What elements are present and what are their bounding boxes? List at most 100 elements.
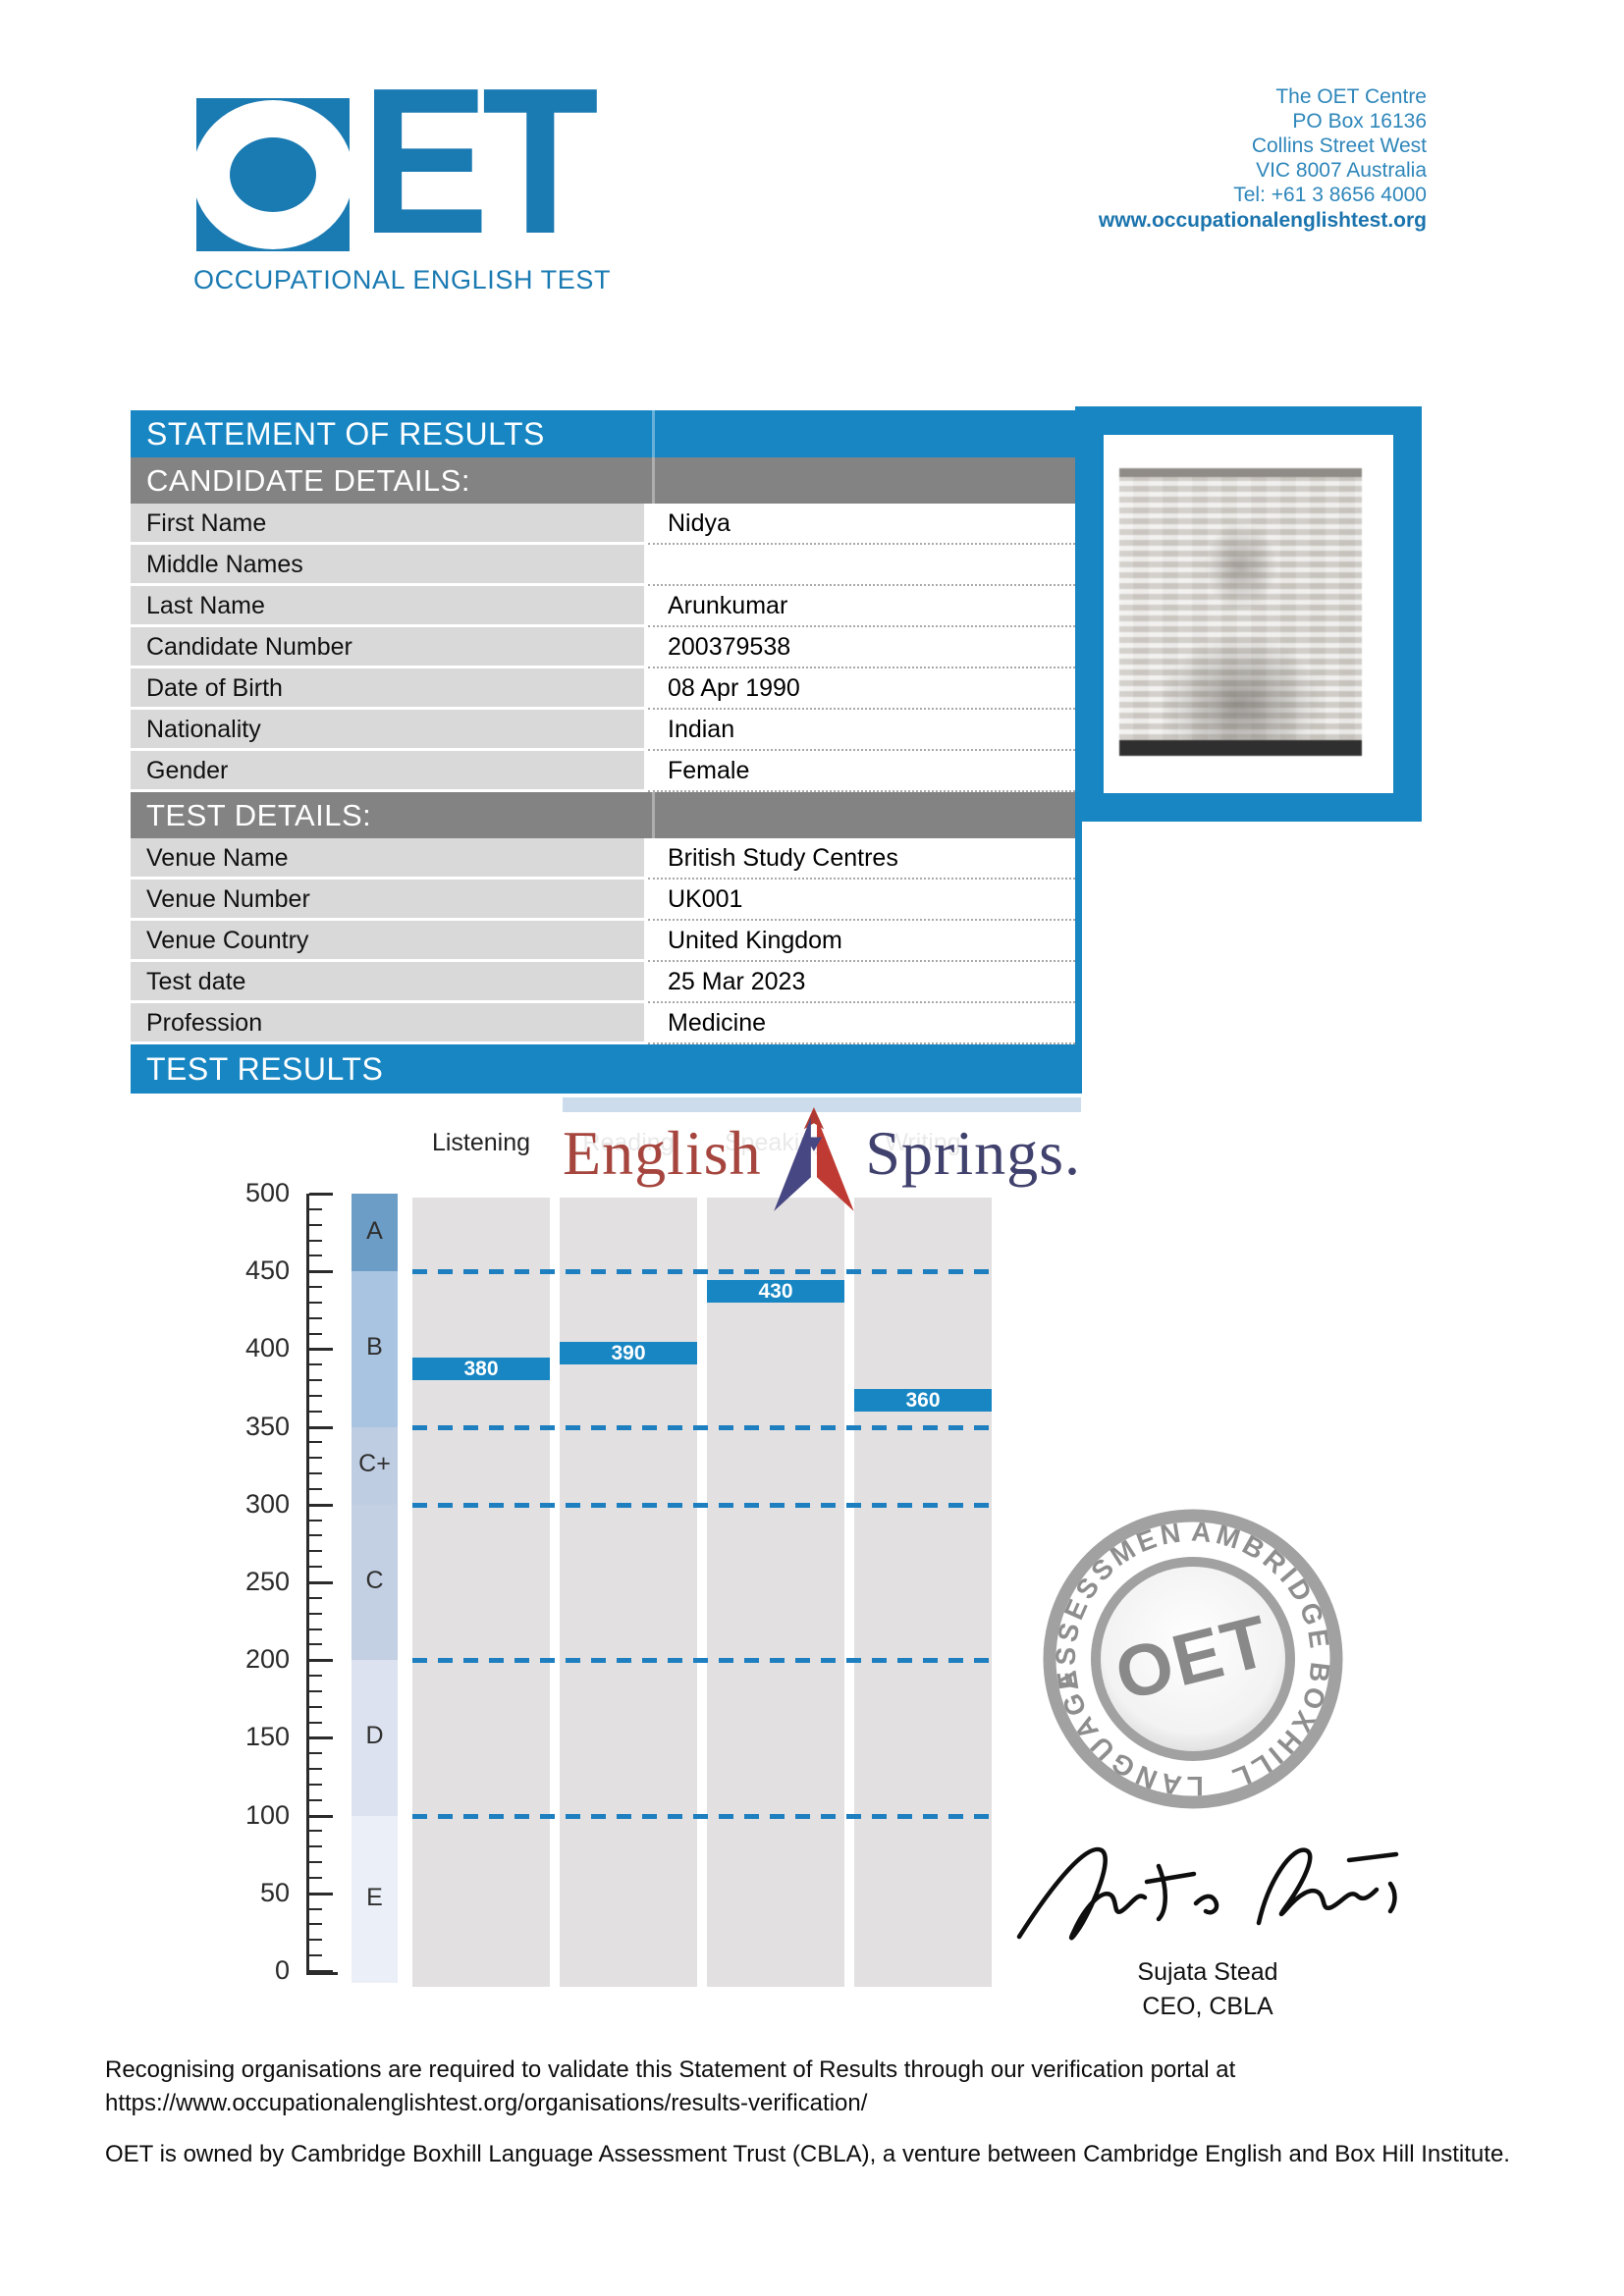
watermark-word-springs: Springs. <box>865 1117 1081 1188</box>
y-axis-major-tick <box>309 1503 333 1507</box>
grade-boundary-line-450 <box>412 1269 992 1275</box>
y-axis-minor-tick <box>309 1301 322 1304</box>
y-axis-tick-label: 500 <box>244 1178 290 1207</box>
chart-column-listening <box>412 1198 550 1987</box>
english-springs-logo-icon <box>773 1106 854 1211</box>
row-label: Venue Name <box>131 838 648 880</box>
grade-band-label: C+ <box>358 1450 391 1478</box>
y-axis-major-tick <box>309 1659 333 1663</box>
row-value: Medicine <box>648 1003 1075 1044</box>
test-details-rows: Venue Name British Study Centres Venue Num… <box>131 838 1075 1044</box>
table-row: Venue Country United Kingdom <box>131 921 1075 962</box>
y-axis-minor-tick <box>309 1410 322 1413</box>
chart-column-writing <box>854 1198 992 1987</box>
y-axis-minor-tick <box>309 1363 322 1366</box>
row-label: Venue Country <box>131 921 648 962</box>
address-line: Collins Street West <box>1251 134 1427 157</box>
y-axis-tick-label: 50 <box>259 1877 290 1907</box>
y-axis-tick-label: 0 <box>274 1955 290 1985</box>
grade-band-cplus: C+ <box>352 1426 398 1505</box>
table-row: First Name Nidya <box>131 504 1075 545</box>
y-axis-minor-tick <box>309 1752 322 1755</box>
test-results-header: TEST RESULTS <box>131 1044 1075 1094</box>
grade-band-label: D <box>365 1722 384 1750</box>
grade-boundary-line-300 <box>412 1502 992 1508</box>
grade-band-b: B <box>352 1271 398 1427</box>
y-axis-foot <box>306 1972 338 1975</box>
y-axis-major-tick <box>309 1892 333 1896</box>
english-springs-watermark: English Springs. <box>563 1097 1081 1211</box>
row-value: 25 Mar 2023 <box>648 962 1075 1003</box>
y-axis-minor-tick <box>309 1675 322 1678</box>
grade-band-label: E <box>366 1883 383 1911</box>
oet-logo-o-icon <box>192 100 353 249</box>
y-axis-minor-tick <box>309 1534 322 1537</box>
y-axis-minor-tick <box>309 1798 322 1801</box>
y-axis-major-tick <box>309 1736 333 1740</box>
table-row: Date of Birth 08 Apr 1990 <box>131 668 1075 710</box>
score-bar-speaking: 430 <box>707 1279 844 1303</box>
row-label: First Name <box>131 504 648 545</box>
y-axis-line <box>306 1194 309 1975</box>
address-line: VIC 8007 Australia <box>1256 159 1427 182</box>
grade-band-label: C <box>365 1567 384 1595</box>
grade-boundary-line-100 <box>412 1813 992 1819</box>
y-axis-major-tick <box>309 1270 333 1274</box>
oet-website-link[interactable]: www.occupationalenglishtest.org <box>1098 209 1427 232</box>
row-value: British Study Centres <box>648 838 1075 880</box>
verification-url[interactable]: https://www.occupationalenglishtest.org/… <box>105 2090 868 2116</box>
y-axis-minor-tick <box>309 1830 322 1833</box>
y-axis-minor-tick <box>309 1487 322 1490</box>
table-row: Venue Number UK001 <box>131 880 1075 921</box>
y-axis-minor-tick <box>309 1223 322 1226</box>
row-value: Indian <box>648 710 1075 751</box>
address-line: The OET Centre <box>1275 85 1427 108</box>
y-axis-minor-tick <box>309 1939 322 1942</box>
y-axis-tick-label: 400 <box>244 1333 290 1363</box>
row-label: Last Name <box>131 586 648 627</box>
table-row: Test date 25 Mar 2023 <box>131 962 1075 1003</box>
grade-band-label: B <box>366 1333 383 1362</box>
y-axis-minor-tick <box>309 1705 322 1708</box>
row-value <box>648 545 1075 586</box>
ownership-note: OET is owned by Cambridge Boxhill Langua… <box>105 2141 1510 2167</box>
oet-logo-et: ET <box>361 44 599 277</box>
test-details-header: TEST DETAILS: <box>131 792 1075 838</box>
results-table: STATEMENT OF RESULTS CANDIDATE DETAILS: … <box>131 410 1082 1094</box>
y-axis-minor-tick <box>309 1255 322 1257</box>
signatory-name: Sujata Stead <box>1137 1958 1278 1986</box>
y-axis-major-tick <box>309 1193 333 1196</box>
column-label-listening: Listening <box>431 1129 531 1156</box>
grade-band-c: C <box>352 1504 398 1661</box>
oet-address-block: The OET Centre PO Box 16136 Collins Street… <box>936 84 1427 233</box>
row-label: Test date <box>131 962 648 1003</box>
y-axis-minor-tick <box>309 1394 322 1397</box>
row-label: Nationality <box>131 710 648 751</box>
row-value: United Kingdom <box>648 921 1075 962</box>
y-axis-minor-tick <box>309 1519 322 1522</box>
y-axis-minor-tick <box>309 1643 322 1646</box>
y-axis-minor-tick <box>309 1316 322 1319</box>
y-axis-tick-label: 300 <box>244 1488 290 1519</box>
y-axis-minor-tick <box>309 1783 322 1786</box>
chart-column-speaking <box>707 1198 844 1987</box>
signatory-title: CEO, CBLA <box>1142 1993 1273 2020</box>
y-axis-minor-tick <box>309 1286 322 1289</box>
grade-band-d: D <box>352 1660 398 1816</box>
y-axis-tick-label: 150 <box>244 1722 290 1752</box>
verification-note: Recognising organisations are required t… <box>105 2054 1539 2120</box>
column-divider <box>652 457 655 504</box>
test-details-heading: TEST DETAILS: <box>146 798 372 832</box>
y-axis-tick-label: 450 <box>244 1255 290 1286</box>
candidate-photo-frame <box>1075 406 1422 822</box>
score-bar-writing: 360 <box>854 1388 992 1412</box>
row-label: Candidate Number <box>131 627 648 668</box>
y-axis-minor-tick <box>309 1876 322 1879</box>
y-axis-minor-tick <box>309 1612 322 1615</box>
candidate-details-heading: CANDIDATE DETAILS: <box>146 463 470 498</box>
y-axis-minor-tick <box>309 1954 322 1957</box>
y-axis-minor-tick <box>309 1566 322 1569</box>
statement-title: STATEMENT OF RESULTS <box>146 416 545 452</box>
grade-band-e: E <box>352 1815 398 1983</box>
